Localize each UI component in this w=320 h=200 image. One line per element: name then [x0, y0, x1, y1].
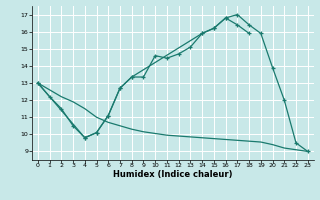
X-axis label: Humidex (Indice chaleur): Humidex (Indice chaleur)	[113, 170, 233, 179]
